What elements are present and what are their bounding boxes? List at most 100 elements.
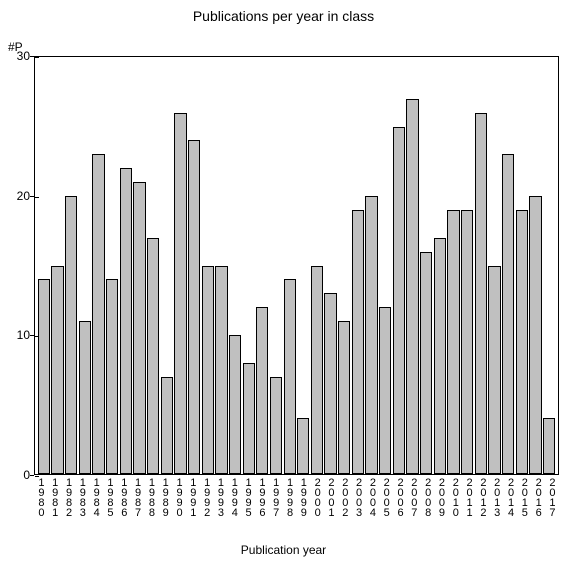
bar-slot <box>365 57 379 474</box>
bar-slot <box>160 57 174 474</box>
x-label-slot: 2002 <box>338 477 352 531</box>
x-label-slot: 1989 <box>158 477 172 531</box>
x-tick-label: 1981 <box>49 477 60 531</box>
x-label-slot: 1995 <box>241 477 255 531</box>
x-label-slot: 1980 <box>34 477 48 531</box>
bar-slot <box>515 57 529 474</box>
x-tick-label: 1988 <box>146 477 157 531</box>
chart-container: Publications per year in class #P 010203… <box>0 0 567 567</box>
plot-area <box>34 56 559 475</box>
bar <box>379 307 391 474</box>
bar <box>133 182 145 474</box>
bar <box>447 210 459 474</box>
bar <box>65 196 77 474</box>
y-tick <box>30 475 34 476</box>
x-label-slot: 2008 <box>421 477 435 531</box>
bar-slot <box>51 57 65 474</box>
bar-slot <box>146 57 160 474</box>
bar <box>543 418 555 474</box>
bar-slot <box>215 57 229 474</box>
x-label-slot: 2005 <box>379 477 393 531</box>
x-label-slot: 1984 <box>89 477 103 531</box>
bar-slot <box>296 57 310 474</box>
bar <box>324 293 336 474</box>
x-label-slot: 2009 <box>435 477 449 531</box>
bar-slot <box>406 57 420 474</box>
bar <box>161 377 173 474</box>
x-tick-label: 1987 <box>132 477 143 531</box>
bar-slot <box>433 57 447 474</box>
x-label-slot: 1986 <box>117 477 131 531</box>
bar-slot <box>78 57 92 474</box>
y-tick <box>30 56 34 57</box>
bar-slot <box>64 57 78 474</box>
x-tick-label: 1982 <box>63 477 74 531</box>
x-tick-label: 2008 <box>422 477 433 531</box>
x-tick-label: 2012 <box>477 477 488 531</box>
x-axis-title: Publication year <box>0 543 567 557</box>
x-tick-label: 2002 <box>339 477 350 531</box>
bar-slot <box>187 57 201 474</box>
x-tick-label: 2015 <box>519 477 530 531</box>
x-label-slot: 2000 <box>310 477 324 531</box>
x-label-slot: 1991 <box>186 477 200 531</box>
x-label-slot: 2010 <box>448 477 462 531</box>
x-tick-label: 1996 <box>256 477 267 531</box>
bar-slot <box>447 57 461 474</box>
x-label-slot: 1994 <box>227 477 241 531</box>
x-label-slot: 1982 <box>62 477 76 531</box>
x-tick-label: 2003 <box>353 477 364 531</box>
x-label-slot: 2015 <box>517 477 531 531</box>
bar <box>365 196 377 474</box>
x-tick-label: 2013 <box>491 477 502 531</box>
bar <box>79 321 91 474</box>
bar-slot <box>37 57 51 474</box>
x-tick-label: 1995 <box>243 477 254 531</box>
x-tick-label: 1993 <box>215 477 226 531</box>
x-label-slot: 2011 <box>462 477 476 531</box>
y-tick <box>30 335 34 336</box>
x-label-slot: 1988 <box>145 477 159 531</box>
y-tick-label: 10 <box>2 328 30 342</box>
x-tick-label: 2005 <box>381 477 392 531</box>
bar-slot <box>501 57 515 474</box>
x-tick-label: 1994 <box>229 477 240 531</box>
x-label-slot: 1981 <box>48 477 62 531</box>
bar-slot <box>378 57 392 474</box>
x-tick-label: 1991 <box>187 477 198 531</box>
x-label-slot: 1997 <box>269 477 283 531</box>
bar-slot <box>474 57 488 474</box>
y-tick-label: 0 <box>2 468 30 482</box>
x-tick-label: 2001 <box>325 477 336 531</box>
x-tick-label: 1998 <box>284 477 295 531</box>
y-tick-inner <box>35 197 39 198</box>
bar-slot <box>105 57 119 474</box>
bar-slot <box>256 57 270 474</box>
bar-slot <box>283 57 297 474</box>
bar <box>406 99 418 474</box>
bar <box>229 335 241 474</box>
x-tick-label: 2014 <box>505 477 516 531</box>
bar <box>120 168 132 474</box>
bar <box>174 113 186 474</box>
chart-title: Publications per year in class <box>0 8 567 24</box>
bar <box>338 321 350 474</box>
y-tick-label: 20 <box>2 189 30 203</box>
x-tick-label: 1989 <box>160 477 171 531</box>
bar-slot <box>228 57 242 474</box>
x-tick-label: 2006 <box>395 477 406 531</box>
bar <box>284 279 296 474</box>
bar <box>529 196 541 474</box>
x-label-slot: 2006 <box>393 477 407 531</box>
x-label-slot: 2012 <box>476 477 490 531</box>
bar-slot <box>460 57 474 474</box>
y-tick-inner <box>35 336 39 337</box>
bar-slot <box>119 57 133 474</box>
x-tick-label: 1999 <box>298 477 309 531</box>
y-tick <box>30 196 34 197</box>
x-label-slot: 1992 <box>200 477 214 531</box>
x-label-slot: 1990 <box>172 477 186 531</box>
x-tick-label: 2011 <box>464 477 475 531</box>
x-label-slot: 2013 <box>490 477 504 531</box>
bar <box>38 279 50 474</box>
